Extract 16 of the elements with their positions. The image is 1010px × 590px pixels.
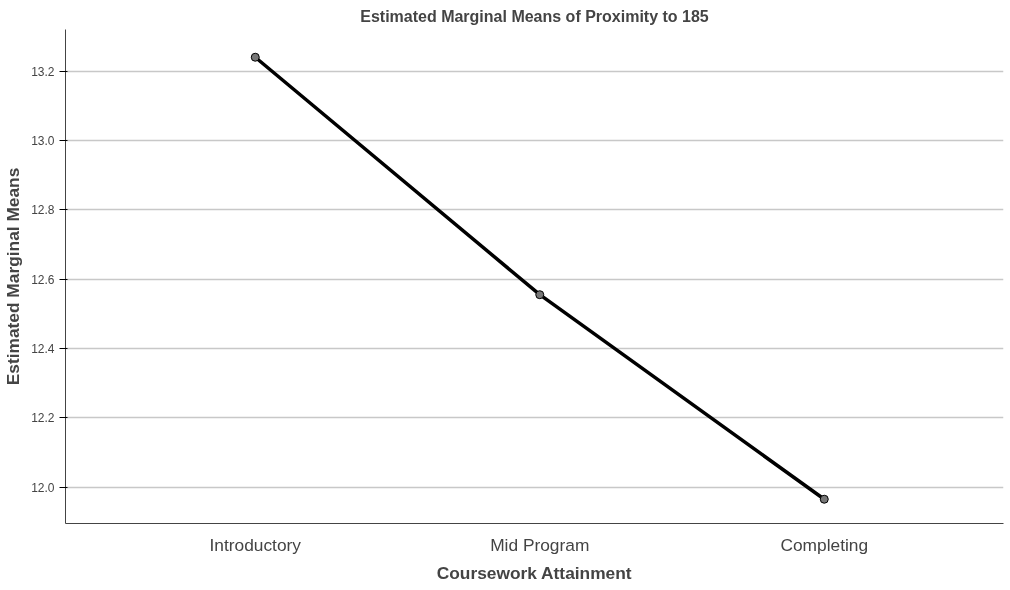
point [819, 494, 829, 504]
y-tick-label: 12.0 [31, 480, 55, 495]
y-tick-label: 12.4 [31, 341, 55, 356]
y-tick-label: 12.8 [31, 203, 55, 218]
y-axis-title: Estimated Marginal Means [3, 167, 24, 386]
point [250, 52, 260, 62]
y-tick-label: 13.0 [31, 133, 55, 148]
x-axis-title: Coursework Attainment [436, 562, 632, 583]
point [535, 290, 545, 300]
y-tick-label: 12.2 [31, 411, 55, 426]
x-tick-label: Completing [780, 534, 869, 555]
y-tick-label: 12.6 [31, 272, 55, 287]
y-tick-label: 13.2 [31, 64, 55, 79]
chart-title: Estimated Marginal Means of Proximity to 185 [360, 7, 709, 25]
x-tick-label: Introductory [209, 534, 302, 555]
x-tick-label: Mid Program [490, 534, 590, 555]
